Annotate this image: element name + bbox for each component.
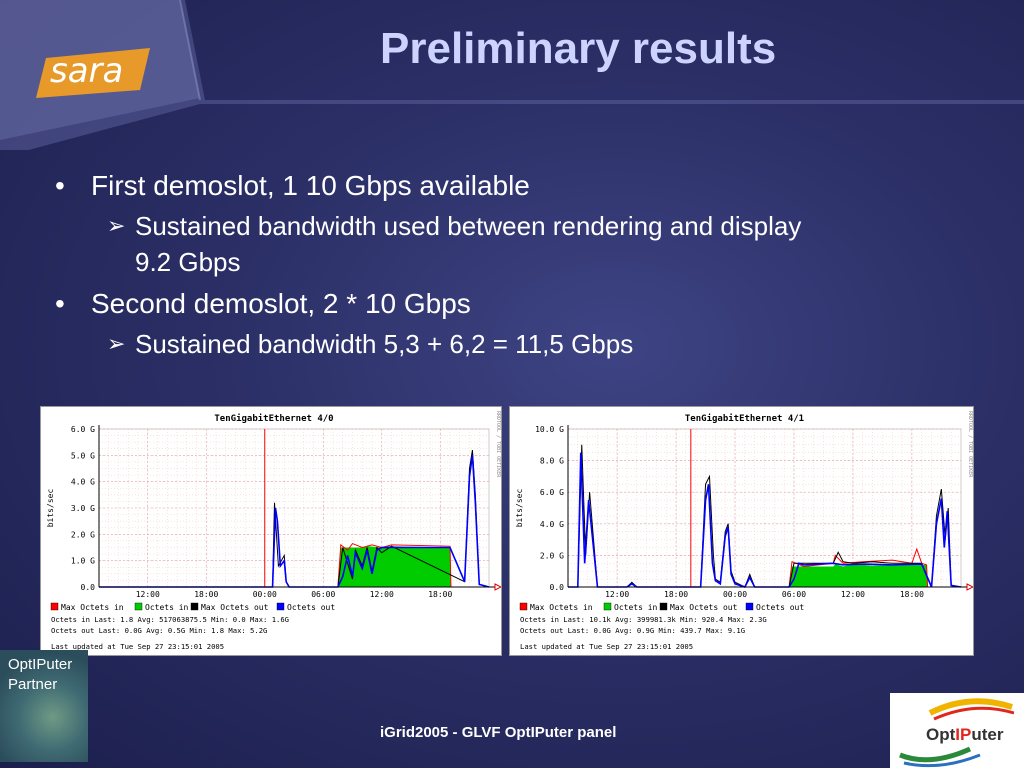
y-tick-label: 0.0 <box>81 583 96 592</box>
x-tick-label: 00:00 <box>253 590 277 599</box>
sub-bullet-item: ➢ Sustained bandwidth 5,3 + 6,2 = 11,5 Gb… <box>55 326 975 362</box>
x-tick-label: 00:00 <box>723 590 747 599</box>
legend-swatch <box>519 602 528 611</box>
y-tick-label: 6.0 G <box>540 488 564 497</box>
slide-title: Preliminary results <box>380 24 777 73</box>
y-tick-label: 8.0 G <box>540 457 564 466</box>
legend-swatch <box>190 602 199 611</box>
legend-swatch <box>50 602 59 611</box>
sara-logo: sara <box>36 48 150 98</box>
arrow-bullet-icon: ➢ <box>107 331 126 356</box>
mrtg-chart-te4-1: 10.0 G 8.0 G 6.0 G 4.0 G 2.0 G 0.0 12:00 18:00 0… <box>509 406 975 656</box>
bullet-dot-icon: • <box>55 170 65 201</box>
chart-svg: 6.0 G 5.0 G 4.0 G 3.0 G 2.0 G 1.0 G 0.0 12:00 18… <box>46 411 503 651</box>
y-axis-label: bits/sec <box>515 489 524 528</box>
bullet-list: • First demoslot, 1 10 Gbps available ➢ Su… <box>55 170 975 370</box>
x-axis-arrow-icon <box>494 583 503 591</box>
x-tick-label: 12:00 <box>841 590 865 599</box>
y-tick-label: 2.0 G <box>71 530 95 539</box>
slide-footer: iGrid2005 - GLVF OptIPuter panel <box>380 724 617 741</box>
stats-line: Octets out Last: 0.0G Avg: 0.9G Min: 439… <box>520 626 745 635</box>
legend-swatch <box>745 602 754 611</box>
y-tick-label: 0.0 <box>550 583 565 592</box>
x-tick-label: 12:00 <box>605 590 629 599</box>
optiputer-logo-text: OptIPuter <box>926 725 1004 744</box>
sub-bullet-text: Sustained bandwidth 5,3 + 6,2 = 11,5 Gbp… <box>135 329 634 359</box>
sara-logo-text: sara <box>50 51 123 91</box>
bullet-item: • Second demoslot, 2 * 10 Gbps <box>55 288 975 320</box>
y-tick-label: 4.0 G <box>71 478 95 487</box>
legend-label: Max Octets out <box>201 603 269 612</box>
mrtg-chart-te4-0: 6.0 G 5.0 G 4.0 G 3.0 G 2.0 G 1.0 G 0.0 12:00 18… <box>40 406 503 656</box>
y-tick-label: 5.0 G <box>71 451 95 460</box>
arrow-bullet-icon: ➢ <box>107 213 126 238</box>
sub-bullet-item: ➢ Sustained bandwidth used between render… <box>55 208 975 280</box>
y-tick-label: 10.0 G <box>535 425 564 434</box>
legend-label: Octets in <box>614 603 658 612</box>
header-band <box>0 0 1024 150</box>
bullet-item: • First demoslot, 1 10 Gbps available <box>55 170 975 202</box>
x-tick-label: 18:00 <box>900 590 924 599</box>
series-line-octets-out <box>99 455 490 588</box>
y-tick-label: 4.0 G <box>540 520 564 529</box>
legend-swatch <box>603 602 612 611</box>
legend-label: Max Octets out <box>670 603 738 612</box>
x-tick-label: 18:00 <box>664 590 688 599</box>
x-tick-label: 18:00 <box>428 590 452 599</box>
x-tick-label: 06:00 <box>311 590 335 599</box>
partner-text: OptIPuter <box>8 656 73 673</box>
bullet-dot-icon: • <box>55 288 65 319</box>
sub-bullet-text: 9.2 Gbps <box>135 247 241 277</box>
y-tick-label: 1.0 G <box>71 557 95 566</box>
y-tick-label: 3.0 G <box>71 504 95 513</box>
x-tick-label: 06:00 <box>782 590 806 599</box>
bullet-text: Second demoslot, 2 * 10 Gbps <box>91 288 471 319</box>
series-area-octets-in <box>99 546 489 587</box>
y-tick-label: 2.0 G <box>540 551 564 560</box>
y-tick-label: 6.0 G <box>71 425 95 434</box>
partner-text: Partner <box>8 676 58 693</box>
rrdtool-credit: RRDTOOL / TOBI OETIKER <box>495 411 501 478</box>
x-tick-label: 12:00 <box>136 590 160 599</box>
x-tick-label: 12:00 <box>370 590 394 599</box>
optiputer-partner-badge: OptIPuter Partner <box>0 650 88 762</box>
legend-label: Octets out <box>287 603 335 612</box>
series-area-octets-in <box>568 564 961 587</box>
stats-line: Octets in Last: 1.8 Avg: 517063875.5 Min… <box>51 615 289 624</box>
last-updated: Last updated at Tue Sep 27 23:15:01 2005 <box>520 642 693 651</box>
last-updated: Last updated at Tue Sep 27 23:15:01 2005 <box>51 642 224 651</box>
legend-swatch <box>134 602 143 611</box>
series-line-max-octets-in <box>99 542 489 588</box>
legend-label: Max Octets in <box>530 603 593 612</box>
swoosh-icon <box>899 698 1015 768</box>
legend-label: Octets out <box>756 603 804 612</box>
stats-line: Octets in Last: 10.1k Avg: 399981.3k Min… <box>520 615 767 624</box>
chart-svg: 10.0 G 8.0 G 6.0 G 4.0 G 2.0 G 0.0 12:00 18:00 0… <box>515 411 975 651</box>
stats-line: Octets out Last: 0.0G Avg: 0.5G Min: 1.8… <box>51 626 267 635</box>
chart-title: TenGigabitEthernet 4/1 <box>685 413 804 424</box>
x-tick-label: 18:00 <box>194 590 218 599</box>
legend-swatch <box>276 602 285 611</box>
y-axis-label: bits/sec <box>46 489 55 528</box>
legend-label: Octets in <box>145 603 189 612</box>
optiputer-logo: OptIPuter <box>890 693 1024 768</box>
bullet-text: First demoslot, 1 10 Gbps available <box>91 170 530 201</box>
chart-title: TenGigabitEthernet 4/0 <box>214 413 333 424</box>
x-axis-arrow-icon <box>966 583 975 591</box>
legend-label: Max Octets in <box>61 603 124 612</box>
sub-bullet-text: Sustained bandwidth used between renderi… <box>135 211 802 241</box>
legend-swatch <box>659 602 668 611</box>
rrdtool-credit: RRDTOOL / TOBI OETIKER <box>967 411 973 478</box>
